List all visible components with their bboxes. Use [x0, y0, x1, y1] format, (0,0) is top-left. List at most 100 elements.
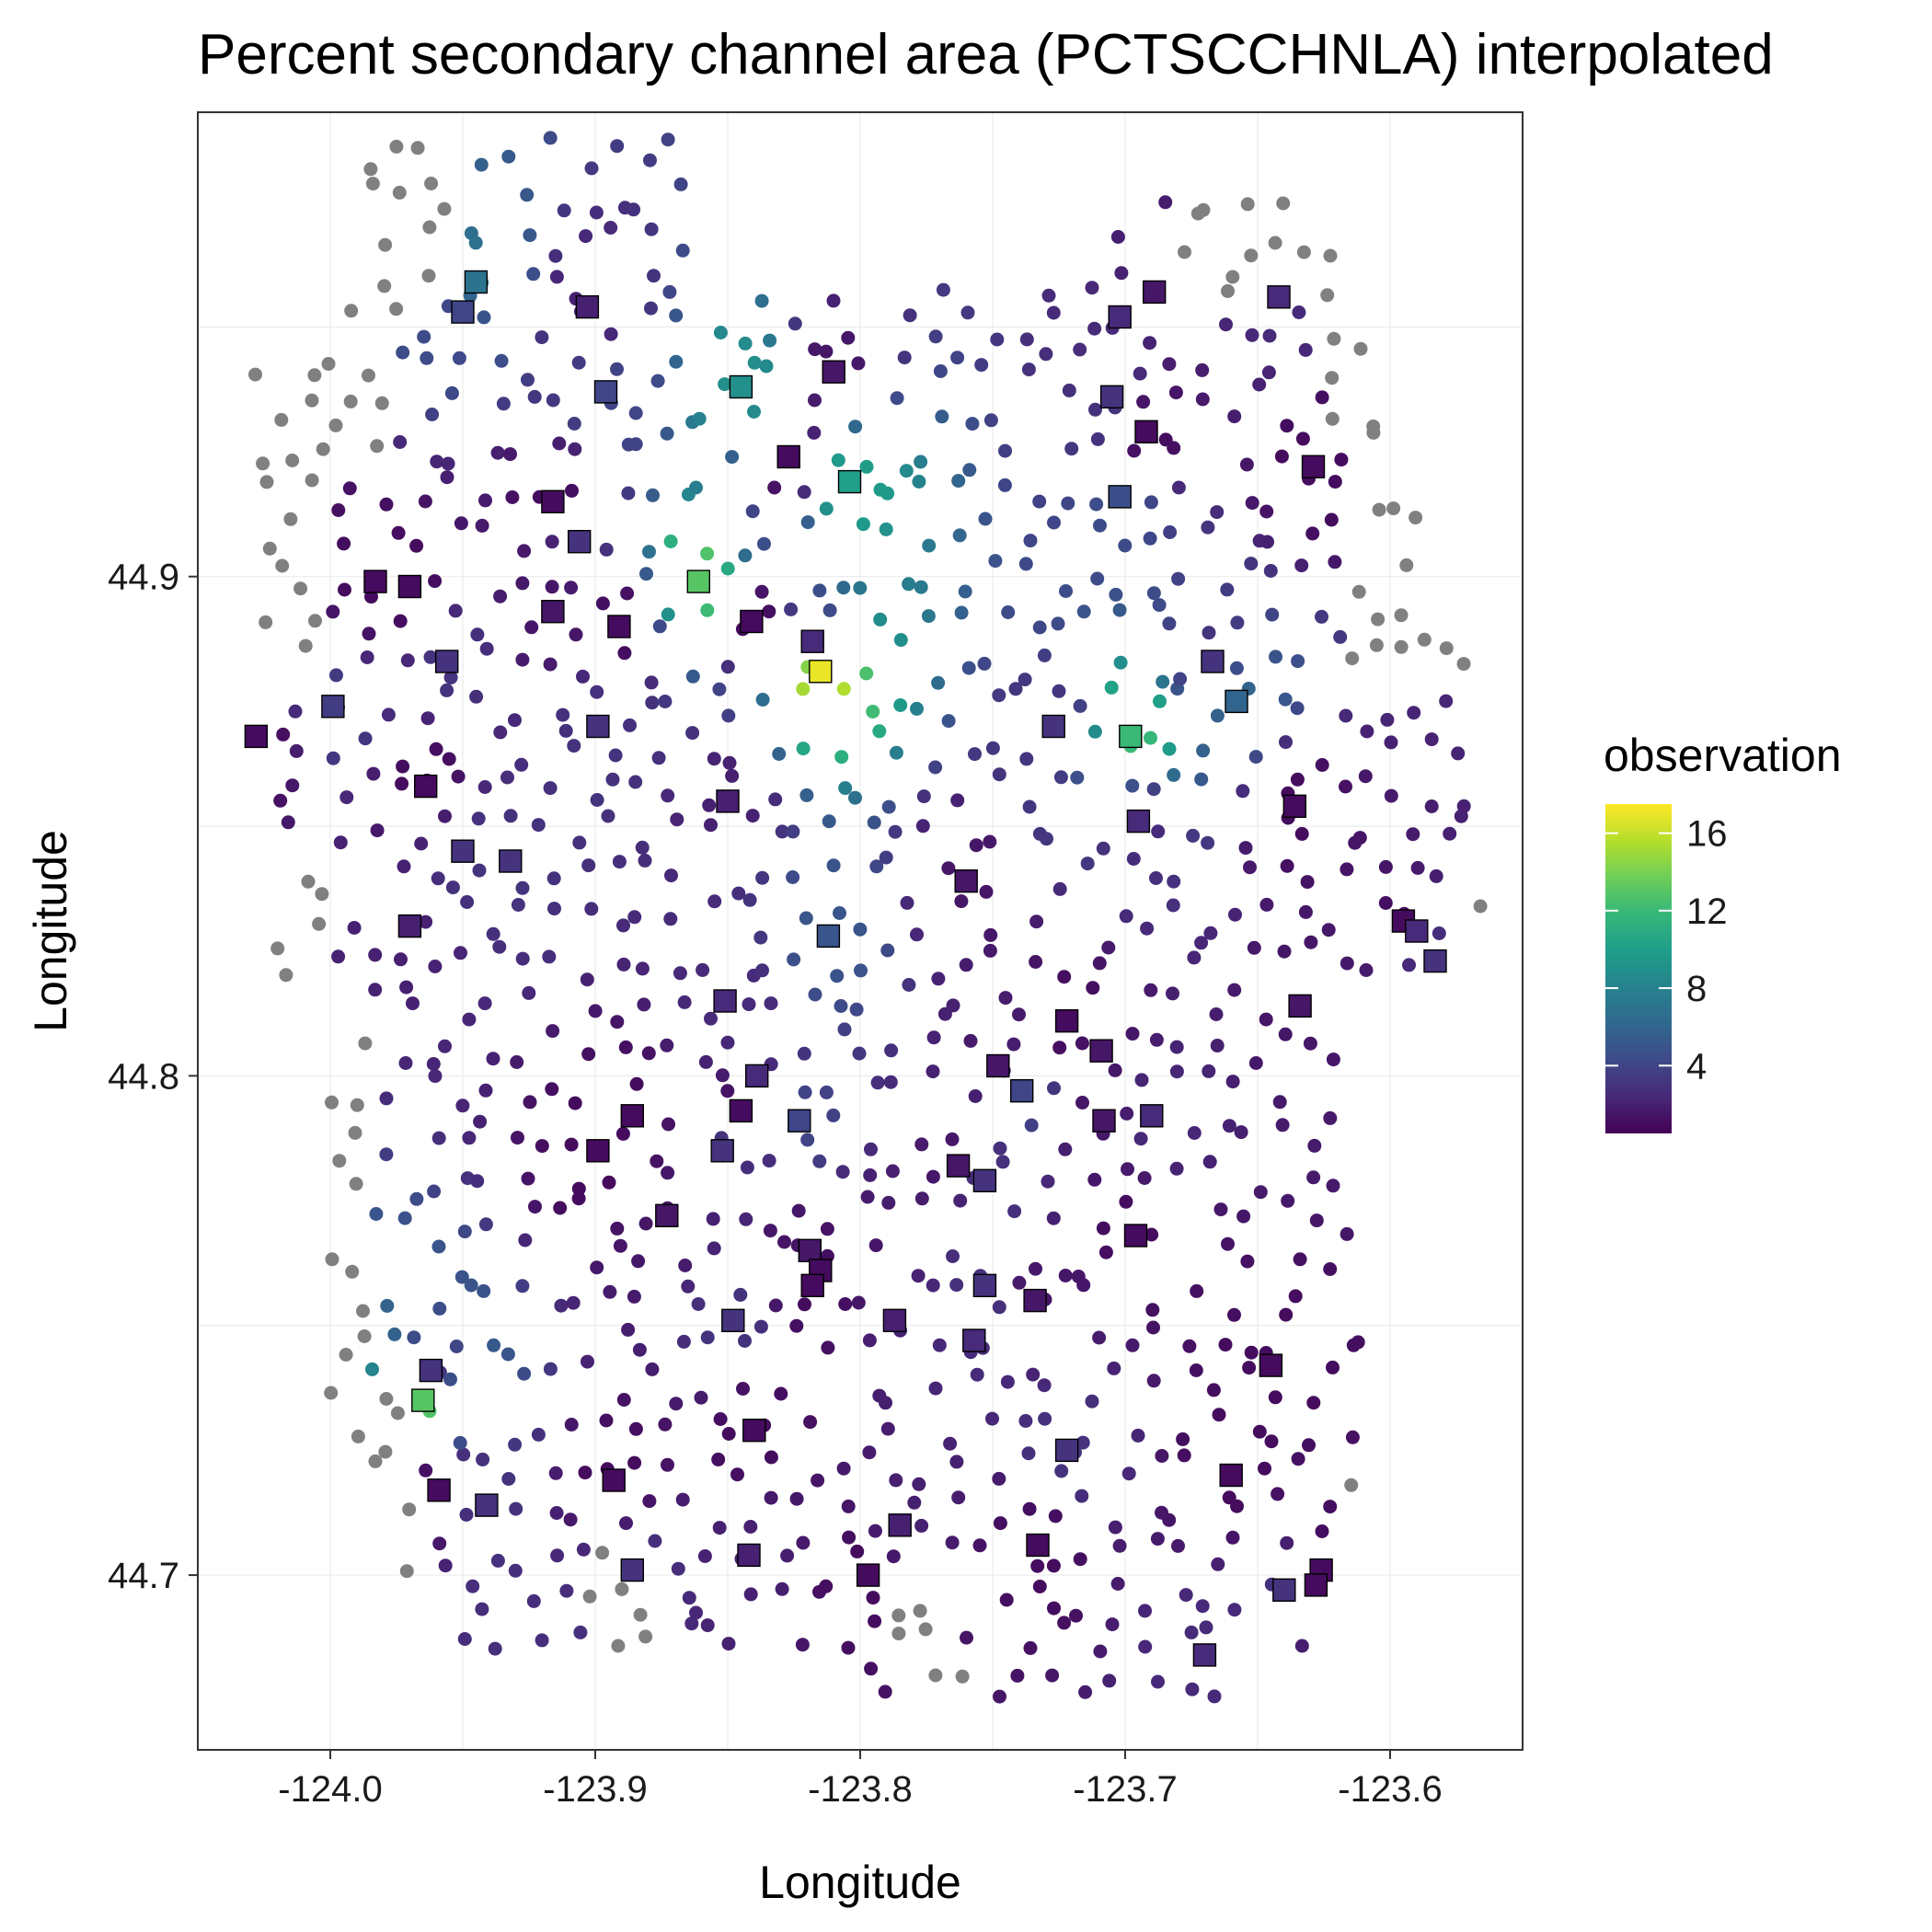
- interpolated-point: [1194, 936, 1209, 950]
- observation-point: [1009, 1078, 1034, 1103]
- interpolated-point: [628, 406, 643, 420]
- interpolated-point: [429, 742, 443, 756]
- interpolated-point: [725, 450, 740, 465]
- observation-point: [427, 1478, 451, 1502]
- interpolated-point: [819, 1579, 834, 1593]
- interpolated-point: [821, 1340, 835, 1355]
- interpolated-point: [822, 603, 837, 617]
- interpolated-point: [508, 713, 522, 728]
- observation-point: [1023, 1288, 1047, 1313]
- interpolated-point: [365, 1362, 379, 1376]
- interpolated-point: [870, 1075, 885, 1090]
- interpolated-point: [983, 943, 997, 958]
- interpolated-point: [546, 1024, 560, 1039]
- interpolated-point: [567, 739, 581, 753]
- interpolated-point: [1088, 402, 1102, 417]
- observation-point: [655, 1203, 679, 1228]
- interpolated-point: [1306, 1170, 1321, 1185]
- interpolated-point: [1212, 1408, 1226, 1422]
- interpolated-point: [1213, 1202, 1228, 1217]
- interpolated-point: [799, 911, 813, 926]
- interpolated-point: [841, 1640, 856, 1655]
- interpolated-point: [316, 442, 330, 456]
- interpolated-point: [400, 653, 415, 668]
- interpolated-point: [315, 887, 329, 902]
- interpolated-point: [1384, 735, 1398, 750]
- interpolated-point: [873, 612, 888, 627]
- interpolated-point: [627, 202, 641, 217]
- interpolated-point: [492, 939, 507, 954]
- interpolated-point: [662, 284, 677, 299]
- interpolated-point: [888, 824, 903, 839]
- interpolated-point: [949, 1278, 964, 1293]
- interpolated-point: [673, 966, 687, 981]
- interpolated-point: [1125, 778, 1140, 793]
- interpolated-point: [1136, 395, 1151, 409]
- interpolated-point: [1070, 770, 1085, 785]
- interpolated-point: [548, 248, 563, 263]
- observation-point: [1288, 994, 1312, 1018]
- interpolated-point: [763, 1224, 777, 1238]
- interpolated-point: [490, 1553, 505, 1568]
- interpolated-point: [479, 641, 494, 656]
- interpolated-point: [868, 1524, 882, 1538]
- interpolated-point: [584, 161, 599, 176]
- interpolated-point: [1221, 1236, 1235, 1251]
- interpolated-point: [1089, 497, 1104, 512]
- interpolated-point: [936, 282, 950, 297]
- interpolated-point: [557, 203, 571, 218]
- interpolated-point: [864, 1142, 878, 1156]
- interpolated-point: [799, 788, 814, 802]
- interpolated-point: [1290, 772, 1305, 787]
- interpolated-point: [866, 705, 880, 719]
- interpolated-point: [1202, 1155, 1217, 1169]
- interpolated-point: [1252, 377, 1267, 392]
- interpolated-point: [946, 1249, 960, 1263]
- interpolated-point: [700, 1618, 715, 1633]
- interpolated-point: [1359, 963, 1374, 977]
- interpolated-point: [834, 750, 849, 765]
- interpolated-point: [907, 1495, 922, 1510]
- interpolated-point: [559, 1583, 574, 1598]
- interpolated-point: [423, 650, 438, 664]
- interpolated-point: [961, 661, 976, 675]
- interpolated-point: [830, 969, 845, 983]
- interpolated-point: [589, 205, 604, 220]
- interpolated-point: [1018, 1414, 1033, 1428]
- interpolated-point: [1040, 832, 1053, 846]
- interpolated-point: [337, 536, 351, 551]
- interpolated-point: [972, 1538, 987, 1553]
- interpolated-point: [615, 1126, 630, 1141]
- interpolated-point: [1167, 441, 1181, 455]
- interpolated-point: [1268, 236, 1282, 250]
- interpolated-point: [1090, 431, 1105, 446]
- interpolated-point: [1305, 526, 1320, 541]
- interpolated-point: [1378, 859, 1393, 874]
- interpolated-point: [645, 696, 660, 710]
- interpolated-point: [564, 1137, 579, 1152]
- interpolated-point: [1047, 1601, 1061, 1616]
- interpolated-point: [477, 996, 492, 1011]
- interpolated-point: [1291, 654, 1305, 669]
- interpolated-point: [500, 1347, 515, 1362]
- interpolated-point: [819, 344, 834, 359]
- observation-point: [1304, 1573, 1328, 1597]
- interpolated-point: [1201, 835, 1215, 850]
- interpolated-point: [903, 308, 917, 323]
- observation-point: [411, 1388, 435, 1412]
- interpolated-point: [610, 1221, 625, 1236]
- interpolated-point: [952, 528, 967, 543]
- interpolated-point: [740, 1160, 754, 1175]
- interpolated-point: [856, 517, 870, 532]
- interpolated-point: [445, 880, 460, 895]
- interpolated-point: [660, 426, 674, 441]
- interpolated-point: [754, 293, 769, 308]
- interpolated-point: [969, 838, 983, 853]
- interpolated-point: [1307, 1138, 1322, 1153]
- interpolated-point: [440, 470, 454, 485]
- legend-title: observation: [1604, 730, 1842, 781]
- interpolated-point: [339, 1348, 353, 1362]
- interpolated-point: [521, 373, 535, 387]
- interpolated-point: [661, 1117, 675, 1132]
- interpolated-point: [918, 1622, 933, 1637]
